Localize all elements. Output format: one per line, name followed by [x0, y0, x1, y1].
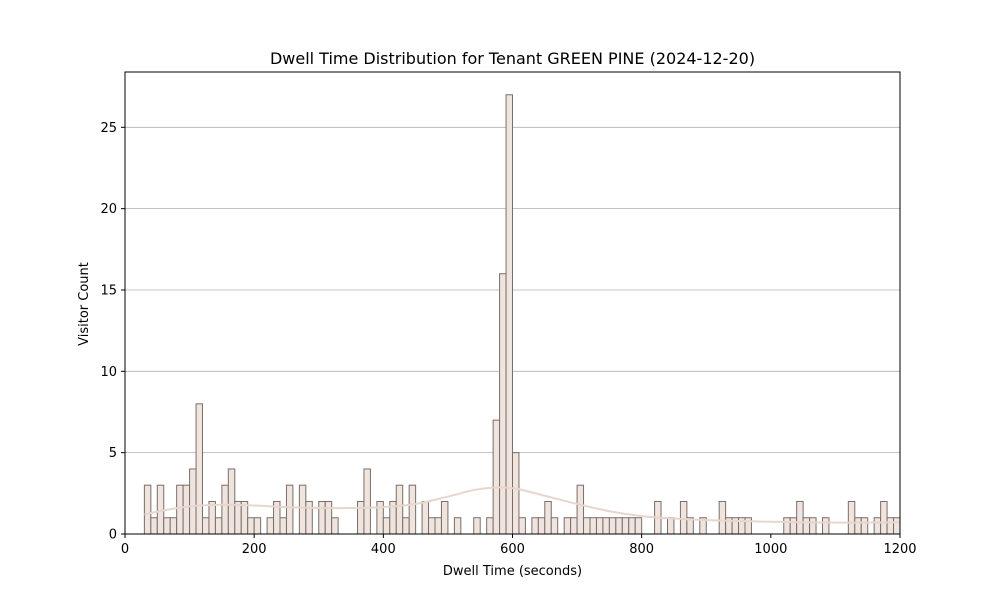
x-tick-label: 200 — [242, 542, 267, 557]
histogram-bar — [634, 517, 643, 535]
histogram-bar — [667, 517, 675, 535]
histogram-bar — [143, 484, 152, 535]
histogram-bar — [893, 517, 901, 535]
histogram-bar — [880, 500, 888, 535]
histogram-bar — [324, 500, 333, 535]
histogram-bar — [602, 517, 610, 535]
histogram-bar — [512, 452, 520, 535]
kde-curve — [144, 486, 901, 524]
histogram-bar — [486, 517, 494, 535]
histogram-bar — [783, 517, 791, 535]
histogram-bar — [221, 484, 229, 535]
histogram-bar — [266, 517, 275, 535]
y-tick-label: 0 — [109, 528, 117, 543]
histogram-bar — [428, 517, 436, 535]
y-axis-ticks: 0 5 10 15 20 25 — [100, 121, 125, 543]
histogram-bar — [544, 500, 552, 535]
histogram-bar — [150, 517, 158, 535]
histogram-bar — [492, 419, 501, 535]
histogram-bar — [363, 468, 371, 535]
histogram-bar — [473, 517, 481, 535]
histogram-bar — [505, 94, 513, 535]
histogram-bar — [357, 500, 365, 535]
histogram-bar — [550, 517, 559, 535]
histogram-bar — [822, 517, 830, 535]
histogram-bar — [860, 517, 869, 535]
histogram-bar — [421, 500, 430, 535]
histogram-bar — [208, 500, 216, 535]
histogram-bar — [285, 484, 294, 535]
histogram-bar — [595, 517, 604, 535]
histogram-bar — [628, 517, 636, 535]
histogram-bar — [537, 517, 546, 535]
x-tick-label: 1200 — [883, 542, 916, 557]
histogram-bar — [570, 517, 578, 535]
y-tick-label: 15 — [100, 283, 117, 298]
histogram-bar — [331, 517, 339, 535]
histogram-bar — [789, 517, 798, 535]
chart-title: Dwell Time Distribution for Tenant GREEN… — [270, 49, 755, 68]
histogram-bar — [176, 484, 184, 535]
histogram-bar — [583, 517, 591, 535]
histogram-bar — [679, 500, 688, 535]
histogram-bar — [576, 484, 585, 535]
histogram-bar — [382, 517, 391, 535]
histogram-bar — [589, 517, 597, 535]
histogram-bar — [453, 517, 462, 535]
histogram-bar — [202, 517, 210, 535]
histogram-bar — [440, 500, 449, 535]
histogram-bar — [163, 517, 171, 535]
histogram-bar — [318, 500, 326, 535]
histogram-bar — [802, 517, 811, 535]
histogram-bar — [189, 468, 197, 535]
histogram-bar — [886, 517, 895, 535]
histogram-bar — [809, 517, 817, 535]
histogram-bar — [182, 484, 191, 535]
histogram-bar — [195, 403, 204, 535]
histogram-bar — [499, 273, 507, 535]
y-tick-label: 25 — [100, 121, 117, 136]
histogram-bar — [247, 517, 255, 535]
histogram-bar — [518, 517, 526, 535]
histogram-bar — [395, 484, 404, 535]
histogram-bar — [434, 517, 442, 535]
x-tick-label: 800 — [629, 542, 654, 557]
histogram-bar — [563, 517, 572, 535]
histogram-bar — [253, 517, 262, 535]
histogram-bar — [608, 517, 617, 535]
histogram-bar — [305, 500, 313, 535]
histogram-bar — [854, 517, 862, 535]
histogram-bar — [279, 517, 287, 535]
histogram-bar — [169, 517, 178, 535]
y-axis-label: Visitor Count — [77, 262, 92, 346]
x-tick-label: 400 — [371, 542, 396, 557]
x-tick-label: 600 — [500, 542, 525, 557]
y-tick-label: 5 — [109, 446, 117, 461]
histogram-bar — [214, 517, 223, 535]
histogram-bar — [240, 500, 249, 535]
histogram-bar — [615, 517, 623, 535]
histogram-bar — [227, 468, 236, 535]
x-tick-label: 0 — [121, 542, 129, 557]
y-tick-label: 20 — [100, 202, 117, 217]
histogram-bar — [847, 500, 856, 535]
x-axis-ticks: 0 200 400 600 800 1000 1200 — [121, 534, 917, 557]
histogram-bar — [531, 517, 539, 535]
histogram-bar — [621, 517, 630, 535]
x-axis-label: Dwell Time (seconds) — [443, 564, 582, 579]
x-tick-label: 1000 — [754, 542, 787, 557]
histogram-bar — [744, 517, 752, 535]
kde-curve-group — [144, 486, 901, 524]
histogram-bar — [234, 500, 242, 535]
histogram-bar — [402, 517, 410, 535]
histogram-bar — [298, 484, 307, 535]
histogram-bar — [408, 484, 417, 535]
histogram-bar — [796, 500, 804, 535]
histogram-bar — [718, 500, 727, 535]
y-tick-label: 10 — [100, 365, 117, 380]
histogram-bar — [873, 517, 882, 535]
